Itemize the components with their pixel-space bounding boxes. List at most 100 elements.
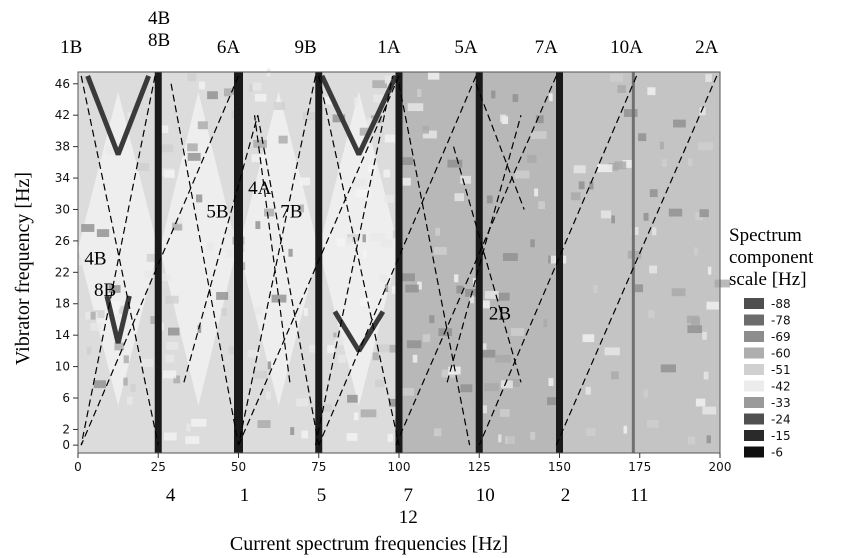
harmonic-line	[183, 115, 259, 383]
texture-cell	[191, 418, 207, 427]
texture-cell	[454, 274, 459, 283]
texture-cell	[695, 398, 706, 407]
texture-cell	[589, 181, 594, 190]
y-tick-label: 38	[55, 140, 70, 154]
harmonic-line-label: 9B	[294, 37, 316, 58]
legend-swatch	[744, 331, 764, 342]
texture-cell	[249, 84, 253, 93]
texture-cell	[699, 209, 709, 218]
texture-cell	[345, 237, 353, 246]
legend-label: -51	[771, 363, 791, 377]
texture-cell	[514, 170, 530, 179]
texture-cell	[309, 344, 316, 353]
texture-cell	[383, 169, 391, 178]
legend-swatch	[744, 364, 764, 375]
annotation-label: 8B	[94, 280, 116, 301]
legend-swatch	[744, 413, 764, 425]
texture-cell	[360, 409, 377, 418]
texture-cell	[484, 383, 500, 392]
harmonic-line-label: 6A	[217, 37, 241, 58]
harmonic-band	[556, 72, 563, 453]
y-tick-label: 18	[55, 297, 70, 311]
texture-cell	[660, 364, 676, 373]
texture-cell	[266, 391, 271, 400]
texture-cell	[370, 232, 386, 241]
harmonic-line-label: 5A	[454, 37, 478, 58]
texture-cell	[702, 406, 717, 415]
texture-cell	[158, 144, 174, 153]
texture-cell	[384, 195, 394, 203]
texture-cell	[433, 246, 447, 255]
texture-cell	[530, 239, 535, 248]
texture-cell	[412, 354, 418, 363]
texture-cell	[652, 227, 657, 236]
texture-cell	[354, 412, 359, 421]
texture-cell	[702, 331, 707, 340]
texture-cell	[187, 143, 198, 152]
texture-cell	[257, 420, 271, 428]
texture-cell	[417, 89, 422, 97]
texture-cell	[108, 285, 121, 293]
y-tick-label: 2	[62, 422, 70, 436]
harmonic-index-label: 11	[630, 485, 648, 506]
texture-cell	[372, 352, 379, 361]
texture-cell	[706, 435, 711, 444]
texture-cell	[384, 134, 396, 143]
harmonic-line-label: 1A	[377, 37, 401, 58]
texture-cell	[216, 291, 229, 300]
texture-cell	[150, 316, 155, 324]
texture-cell	[388, 398, 399, 407]
texture-cell	[320, 96, 334, 105]
light-region	[318, 91, 399, 406]
texture-cell	[185, 436, 200, 445]
harmonic-line	[318, 75, 400, 446]
texture-cell	[454, 193, 465, 202]
texture-cell	[197, 121, 208, 130]
texture-cell	[469, 295, 475, 304]
texture-cell	[482, 349, 496, 358]
y-tick-label: 26	[55, 234, 70, 248]
texture-cell	[535, 115, 544, 124]
legend-title: component	[729, 247, 814, 268]
harmonic-band	[631, 72, 635, 453]
texture-cell	[332, 114, 346, 123]
texture-cell	[417, 281, 422, 290]
texture-cell	[460, 175, 472, 184]
texture-cell	[668, 208, 683, 217]
texture-cell	[703, 371, 709, 380]
harmonic-band	[475, 72, 483, 453]
legend-label: -88	[771, 297, 791, 311]
annotation-label: 5B	[206, 201, 228, 222]
texture-cell	[491, 90, 496, 99]
texture-cell	[482, 300, 490, 309]
legend-swatch	[744, 430, 764, 441]
harmonic-line	[80, 75, 159, 446]
harmonic-line	[478, 75, 638, 446]
x-tick-label: 200	[709, 460, 732, 474]
texture-cell	[96, 229, 110, 237]
texture-cell	[78, 257, 88, 266]
texture-cell	[687, 325, 702, 334]
light-region	[159, 91, 237, 406]
harmonic-index-label: 5	[317, 485, 327, 506]
texture-cell	[301, 430, 309, 439]
texture-cell	[327, 345, 335, 353]
texture-cell	[671, 288, 686, 297]
harmonic-line-label: 10A	[610, 37, 643, 58]
texture-cell	[333, 332, 337, 341]
texture-cell	[337, 354, 347, 363]
texture-cell	[422, 334, 431, 343]
texture-cell	[252, 82, 262, 91]
texture-cell	[81, 224, 95, 232]
texture-cell	[400, 273, 415, 282]
x-axis-label: Current spectrum frequencies [Hz]	[230, 533, 508, 555]
texture-cell	[397, 177, 411, 186]
harmonic-line	[314, 75, 394, 446]
texture-cell	[648, 310, 655, 318]
texture-cell	[362, 250, 367, 259]
harmonic-index-label: 12	[399, 507, 418, 528]
texture-cell	[460, 384, 473, 393]
texture-cell	[362, 234, 366, 243]
legend-label: -24	[771, 413, 791, 427]
